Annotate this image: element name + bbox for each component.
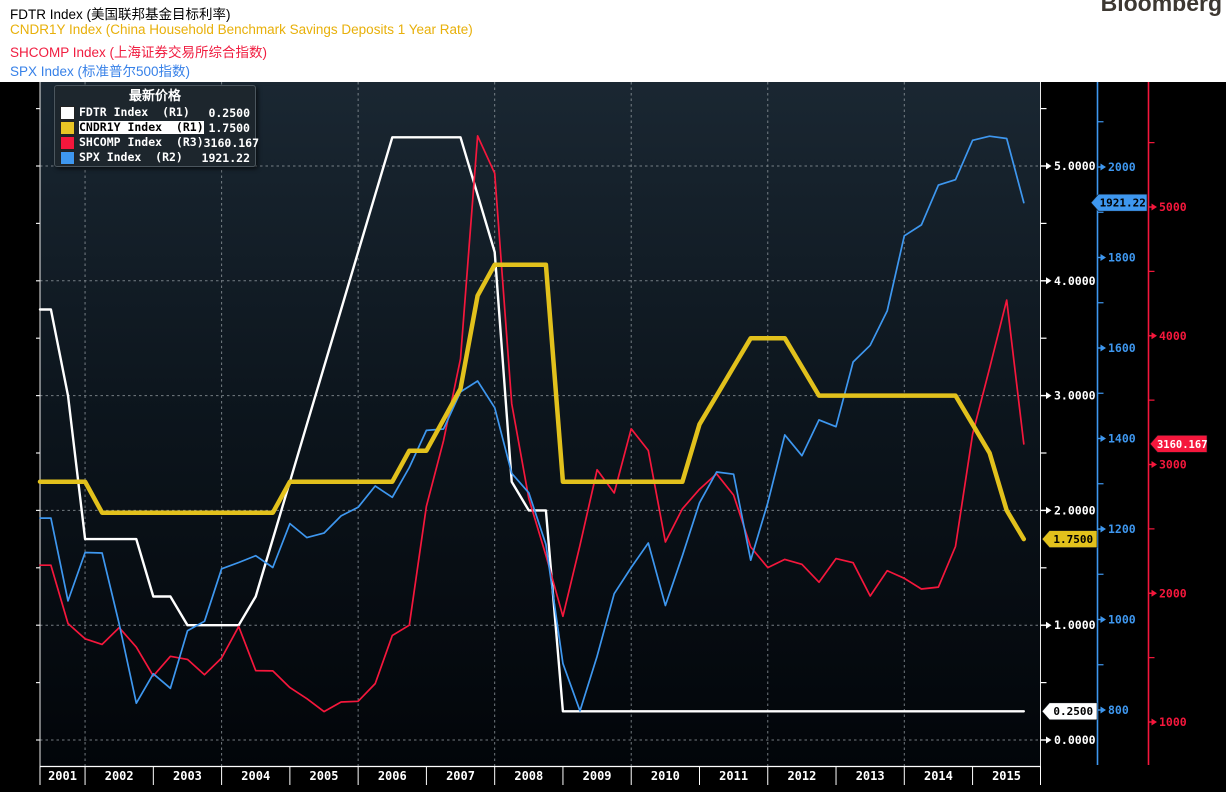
spx-line[interactable]: [39, 135, 1025, 712]
price-badge-shcomp: 3160.167: [1149, 435, 1208, 453]
axis-tick-label: 0.0000: [1054, 733, 1096, 747]
axis-tick-label: 3.0000: [1054, 389, 1096, 403]
axis-tick-label: 4000: [1159, 329, 1187, 343]
axis-tick-label: 3000: [1159, 458, 1187, 472]
legend-row-cndr1y[interactable]: CNDR1Y Index (R1) 1.7500: [55, 120, 255, 135]
legend-label: SHCOMP Index (R3): [79, 135, 204, 149]
fdtr-color-swatch: [60, 105, 75, 120]
axis-tick-label: 4.0000: [1054, 274, 1096, 288]
year-label: 2015: [992, 769, 1021, 783]
axis-tick-label: 1800: [1108, 251, 1136, 265]
title-text: CNDR1Y Index (China Household Benchmark …: [10, 22, 473, 37]
cndr1y-color-swatch: [60, 120, 75, 135]
year-label: 2001: [48, 769, 77, 783]
legend-value: 1921.22: [201, 150, 250, 165]
axis-tick-label: 1000: [1108, 613, 1136, 627]
title-line-fdtr[interactable]: FDTR Index (美国联邦基金目标利率): [10, 3, 231, 23]
r2-axis: 800 1000 1200 1400 1600 1800 2000: [1096, 82, 1136, 765]
cndr1y-line[interactable]: [37, 262, 1027, 542]
axis-tick-label: 1.0000: [1054, 618, 1096, 632]
axis-tick-label: 800: [1108, 703, 1129, 717]
title-text: SHCOMP Index (上海证券交易所综合指数): [10, 45, 268, 60]
svg-text:1.7500: 1.7500: [1053, 533, 1093, 546]
price-badge-spx: 1921.22: [1090, 193, 1148, 212]
axis-tick-label: 2000: [1159, 586, 1187, 600]
title-text: SPX Index (标准普尔500指数): [10, 64, 191, 79]
shcomp-line[interactable]: [39, 135, 1025, 713]
legend-value: 3160.167: [203, 135, 260, 150]
spx-color-swatch: [60, 150, 75, 165]
year-label: 2012: [787, 769, 816, 783]
year-label: 2004: [241, 769, 270, 783]
year-label: 2002: [105, 769, 134, 783]
axis-tick-label: 1000: [1159, 715, 1187, 729]
chart-header: FDTR Index (美国联邦基金目标利率) CNDR1Y Index (Ch…: [0, 0, 1226, 82]
axis-tick-label: 1200: [1108, 522, 1136, 536]
title-line-spx[interactable]: SPX Index (标准普尔500指数): [10, 60, 190, 80]
year-label: 2010: [651, 769, 680, 783]
svg-text:0.2500: 0.2500: [1053, 705, 1093, 718]
legend-box[interactable]: 最新价格 FDTR Index (R1) 0.2500 CNDR1Y Index…: [54, 85, 259, 167]
plot-area[interactable]: [40, 82, 1041, 767]
title-line-shcomp[interactable]: SHCOMP Index (上海证券交易所综合指数): [10, 41, 267, 61]
title-line-cndr1y[interactable]: CNDR1Y Index (China Household Benchmark …: [10, 22, 473, 37]
year-label: 2013: [856, 769, 885, 783]
price-badge-fdtr: 0.2500: [1041, 702, 1098, 721]
year-label: 2005: [310, 769, 339, 783]
shcomp-color-swatch: [60, 135, 75, 150]
legend-title: 最新价格: [128, 89, 181, 104]
year-label: 2011: [719, 769, 748, 783]
year-label: 2003: [173, 769, 202, 783]
legend-value: 1.7500: [208, 120, 250, 135]
legend-row-spx[interactable]: SPX Index (R2) 1921.22: [55, 150, 255, 165]
year-label: 2006: [378, 769, 407, 783]
legend-label: CNDR1Y Index (R1): [79, 120, 204, 134]
r3-axis: 1000 2000 3000 4000 5000: [1147, 82, 1187, 765]
year-label: 2014: [924, 769, 953, 783]
axis-tick-label: 2.0000: [1054, 503, 1096, 517]
year-label: 2007: [446, 769, 475, 783]
axis-tick-label: 5.0000: [1054, 159, 1096, 173]
svg-text:3160.167: 3160.167: [1157, 439, 1208, 451]
year-label: 2008: [514, 769, 543, 783]
legend-label: SPX Index (R2): [79, 150, 183, 164]
axis-tick-label: 5000: [1159, 200, 1187, 214]
price-badge-cndr1y: 1.7500: [1041, 530, 1098, 548]
year-label: 2009: [583, 769, 612, 783]
r1-axis: 0.0000 1.0000 2.0000 3.0000 4.0000 5.0000: [36, 107, 1096, 747]
legend-value: 0.2500: [208, 105, 250, 120]
axis-tick-label: 2000: [1108, 160, 1136, 174]
svg-text:1921.22: 1921.22: [1100, 197, 1146, 210]
legend-label: FDTR Index (R1): [79, 105, 190, 119]
bloomberg-logo: Bloomberg: [1100, 0, 1222, 16]
title-text: FDTR Index (美国联邦基金目标利率): [10, 7, 231, 22]
axis-tick-label: 1600: [1108, 341, 1136, 355]
legend-row-shcomp[interactable]: SHCOMP Index (R3) 3160.167: [55, 135, 259, 150]
axis-tick-label: 1400: [1108, 432, 1136, 446]
x-axis: 2001 2002 2003 2004 2005 2006 2007 2008 2009 2010…: [39, 765, 1041, 785]
legend-row-fdtr[interactable]: FDTR Index (R1) 0.2500: [55, 105, 255, 120]
